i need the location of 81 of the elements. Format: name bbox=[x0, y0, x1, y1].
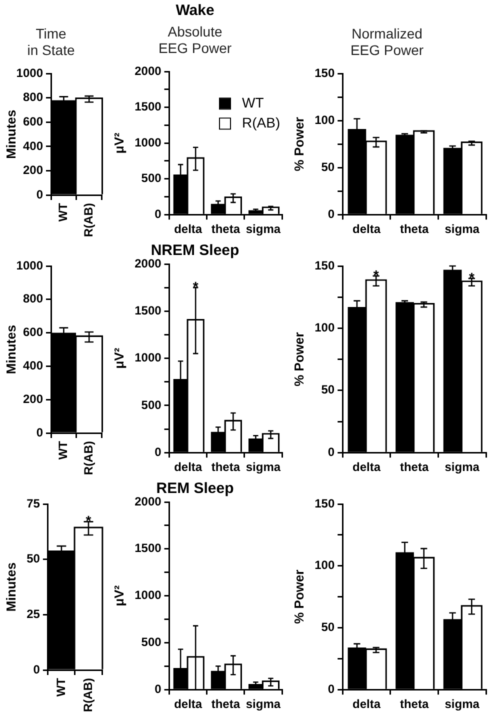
y-tick-label: 1000 bbox=[16, 258, 44, 272]
y-axis-title: % Power bbox=[291, 332, 306, 386]
y-axis-title: Minutes bbox=[3, 324, 18, 374]
x-tick-label: theta bbox=[211, 460, 240, 474]
y-tick-label: 100 bbox=[314, 112, 335, 127]
x-tick-label: sigma bbox=[246, 460, 281, 474]
y-tick-label: 0 bbox=[154, 206, 162, 221]
y-tick-label: 150 bbox=[314, 66, 335, 80]
legend-label: WT bbox=[242, 94, 264, 110]
y-tick-label: 500 bbox=[141, 398, 162, 412]
x-tick-label: theta bbox=[400, 222, 429, 236]
y-tick-label: 0 bbox=[154, 682, 162, 696]
y-tick-label: 1500 bbox=[134, 303, 162, 318]
chart-title: Wake bbox=[176, 2, 214, 20]
y-axis-title: μV² bbox=[111, 584, 126, 606]
y-tick-label: 150 bbox=[314, 496, 335, 510]
x-tick-label: sigma bbox=[246, 222, 281, 236]
y-axis-title: % Power bbox=[291, 570, 306, 624]
y-tick-label: 800 bbox=[22, 90, 44, 104]
y-tick-label: 600 bbox=[22, 114, 44, 128]
y-tick-label: 2000 bbox=[134, 64, 162, 78]
y-axis-title: Minutes bbox=[3, 562, 18, 612]
annotation: * bbox=[373, 266, 380, 283]
x-tick-label: sigma bbox=[246, 697, 281, 712]
annotation: * bbox=[86, 512, 92, 529]
y-axis-title: Minutes bbox=[3, 110, 18, 159]
y-tick-label: 0 bbox=[36, 187, 44, 202]
y-tick-label: 50 bbox=[321, 620, 335, 634]
x-tick-label: R(AB) bbox=[80, 678, 95, 712]
y-tick-label: 100 bbox=[314, 320, 335, 335]
x-tick-label: theta bbox=[400, 460, 429, 474]
y-tick-label: 50 bbox=[321, 382, 335, 397]
x-tick-label: delta bbox=[352, 222, 381, 236]
y-tick-label: 800 bbox=[22, 292, 44, 306]
y-tick-label: 400 bbox=[22, 138, 44, 153]
y-tick-label: 75 bbox=[26, 496, 40, 510]
y-axis-title: % Power bbox=[291, 117, 306, 172]
y-tick-label: 600 bbox=[22, 325, 44, 340]
x-tick-label: sigma bbox=[444, 697, 480, 712]
annotation: * bbox=[192, 278, 199, 294]
y-tick-label: 150 bbox=[314, 258, 335, 272]
y-tick-label: 0 bbox=[36, 425, 44, 440]
y-tick-label: 0 bbox=[328, 444, 335, 459]
y-tick-label: 1000 bbox=[134, 135, 162, 150]
y-tick-label: 0 bbox=[328, 206, 335, 221]
y-tick-label: 0 bbox=[33, 662, 40, 676]
y-tick-label: 1500 bbox=[134, 100, 162, 114]
x-tick-label: R(AB) bbox=[81, 441, 96, 476]
legend-label: R(AB) bbox=[242, 114, 280, 130]
y-axis-title: μV² bbox=[111, 347, 126, 369]
chart-subtitle: Normalized EEG Power bbox=[350, 25, 424, 58]
x-tick-label: theta bbox=[400, 697, 429, 712]
y-tick-label: 100 bbox=[314, 558, 335, 572]
annotation: * bbox=[468, 269, 475, 286]
x-tick-label: delta bbox=[352, 460, 381, 474]
y-tick-label: 200 bbox=[22, 163, 44, 178]
y-tick-label: 0 bbox=[154, 444, 162, 459]
y-tick-label: 500 bbox=[141, 635, 162, 650]
y-tick-label: 50 bbox=[26, 552, 40, 566]
y-tick-label: 50 bbox=[321, 160, 335, 174]
x-tick-label: R(AB) bbox=[81, 203, 96, 238]
x-tick-label: theta bbox=[211, 222, 240, 236]
x-tick-label: delta bbox=[174, 460, 202, 474]
x-tick-label: delta bbox=[174, 697, 202, 712]
x-tick-label: sigma bbox=[444, 460, 480, 474]
y-tick-label: 25 bbox=[26, 606, 40, 621]
y-tick-label: 500 bbox=[141, 171, 162, 186]
x-tick-label: theta bbox=[211, 697, 240, 712]
y-tick-label: 1000 bbox=[134, 350, 162, 365]
y-axis-title: μV² bbox=[111, 132, 126, 154]
x-tick-label: delta bbox=[174, 222, 202, 236]
chart-subtitle: Absolute EEG Power bbox=[158, 23, 232, 56]
y-tick-label: 200 bbox=[22, 392, 44, 406]
x-tick-label: sigma bbox=[444, 222, 480, 236]
y-tick-label: 1500 bbox=[134, 541, 162, 556]
chart-subtitle: Time in State bbox=[27, 25, 75, 58]
x-tick-label: delta bbox=[352, 697, 381, 712]
y-tick-label: 1000 bbox=[16, 66, 44, 80]
y-tick-label: 1000 bbox=[134, 588, 162, 602]
y-tick-label: 0 bbox=[328, 682, 335, 696]
y-tick-label: 400 bbox=[22, 358, 44, 373]
